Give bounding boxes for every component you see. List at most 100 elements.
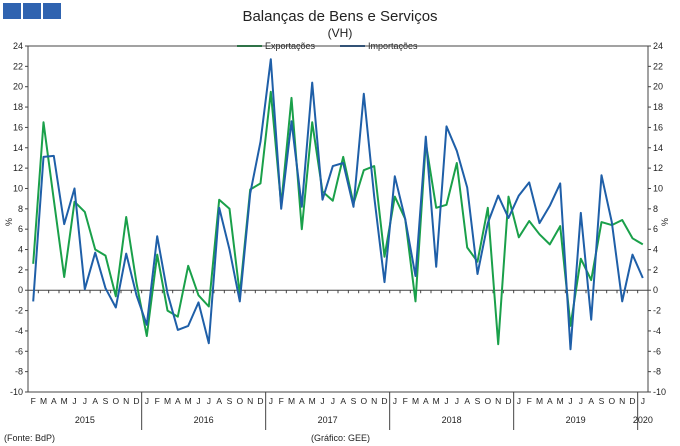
x-month-label: M (164, 396, 171, 406)
source-note: (Fonte: BdP) (4, 433, 56, 443)
y-tick-label-left: 20 (13, 82, 23, 92)
y-tick-label-left: 6 (18, 224, 23, 234)
y-tick-label-right: -10 (653, 387, 666, 397)
x-month-label: A (51, 396, 57, 406)
logo-block-2 (23, 3, 41, 19)
y-tick-label-left: 18 (13, 102, 23, 112)
series-line-exportacoes (32, 90, 644, 346)
y-tick-label-right: 2 (653, 265, 658, 275)
y-tick-label-right: 16 (653, 122, 663, 132)
y-tick-label-right: 12 (653, 163, 663, 173)
x-month-label: M (288, 396, 295, 406)
y-axis-label-right: % (660, 218, 670, 226)
y-tick-label-right: 4 (653, 245, 658, 255)
y-tick-label-left: 8 (18, 204, 23, 214)
x-month-label: F (155, 396, 160, 406)
y-tick-label-left: 22 (13, 61, 23, 71)
y-tick-label-right: -2 (653, 306, 661, 316)
x-month-label: J (641, 396, 645, 406)
x-month-label: O (361, 396, 368, 406)
y-tick-label-left: 12 (13, 163, 23, 173)
x-month-label: A (340, 396, 346, 406)
y-tick-label-right: -8 (653, 367, 661, 377)
x-month-label: J (517, 396, 521, 406)
x-month-label: M (412, 396, 419, 406)
x-month-label: D (629, 396, 635, 406)
plot-frame (27, 45, 649, 393)
x-month-label: A (464, 396, 470, 406)
x-month-label: O (485, 396, 492, 406)
x-month-label: D (505, 396, 511, 406)
y-tick-label-left: -6 (15, 346, 23, 356)
y-tick-label-right: 14 (653, 143, 663, 153)
y-tick-label-right: 20 (653, 82, 663, 92)
x-month-label: O (113, 396, 120, 406)
x-month-label: N (247, 396, 253, 406)
y-tick-label-right: 18 (653, 102, 663, 112)
x-month-label: F (31, 396, 36, 406)
x-month-label: S (475, 396, 481, 406)
x-month-label: J (579, 396, 583, 406)
series-line-importacoes (32, 58, 644, 351)
x-month-label: J (72, 396, 76, 406)
x-year-label: 2019 (566, 415, 586, 425)
y-tick-label-left: 16 (13, 122, 23, 132)
x-month-label: J (455, 396, 459, 406)
x-month-label: J (145, 396, 149, 406)
x-month-label: O (609, 396, 616, 406)
x-year-label: 2018 (442, 415, 462, 425)
x-month-label: A (216, 396, 222, 406)
x-month-label: A (588, 396, 594, 406)
y-tick-label-right: 6 (653, 224, 658, 234)
x-month-label: F (527, 396, 532, 406)
y-tick-label-left: 24 (13, 41, 23, 51)
x-month-label: J (83, 396, 87, 406)
x-month-label: D (257, 396, 263, 406)
y-tick-label-right: 8 (653, 204, 658, 214)
x-month-label: N (371, 396, 377, 406)
chart-subtitle: (VH) (327, 26, 353, 40)
x-month-label: A (299, 396, 305, 406)
x-month-label: M (433, 396, 440, 406)
y-tick-label-right: 22 (653, 61, 663, 71)
x-month-label: N (495, 396, 501, 406)
y-tick-label-right: 24 (653, 41, 663, 51)
x-month-label: J (269, 396, 273, 406)
x-month-label: S (103, 396, 109, 406)
x-year-label: 2017 (318, 415, 338, 425)
x-month-label: N (123, 396, 129, 406)
chart-title: Balanças de Bens e Serviços (242, 8, 438, 25)
credit-note: (Gráfico: GEE) (311, 433, 371, 443)
x-month-label: J (568, 396, 572, 406)
x-month-label: N (619, 396, 625, 406)
y-tick-label-left: 4 (18, 245, 23, 255)
y-tick-label-right: 0 (653, 285, 658, 295)
x-month-label: M (536, 396, 543, 406)
x-month-label: J (196, 396, 200, 406)
y-tick-label-left: -4 (15, 326, 23, 336)
x-month-label: M (40, 396, 47, 406)
y-tick-label-left: 2 (18, 265, 23, 275)
x-month-label: F (279, 396, 284, 406)
logo-block-1 (3, 3, 21, 19)
x-month-label: J (207, 396, 211, 406)
x-year-label: 2016 (194, 415, 214, 425)
y-tick-label-left: -10 (10, 387, 23, 397)
x-month-label: J (320, 396, 324, 406)
y-tick-label-right: -4 (653, 326, 661, 336)
x-month-label: D (381, 396, 387, 406)
y-tick-label-left: 10 (13, 183, 23, 193)
x-year-label: 2015 (75, 415, 95, 425)
y-tick-label-left: -2 (15, 306, 23, 316)
x-month-label: O (237, 396, 244, 406)
x-month-label: A (423, 396, 429, 406)
x-month-label: F (403, 396, 408, 406)
y-tick-label-left: -8 (15, 367, 23, 377)
y-tick-label-left: 14 (13, 143, 23, 153)
x-month-label: J (331, 396, 335, 406)
x-month-label: D (133, 396, 139, 406)
logo-block-3 (43, 3, 61, 19)
x-month-label: S (351, 396, 357, 406)
